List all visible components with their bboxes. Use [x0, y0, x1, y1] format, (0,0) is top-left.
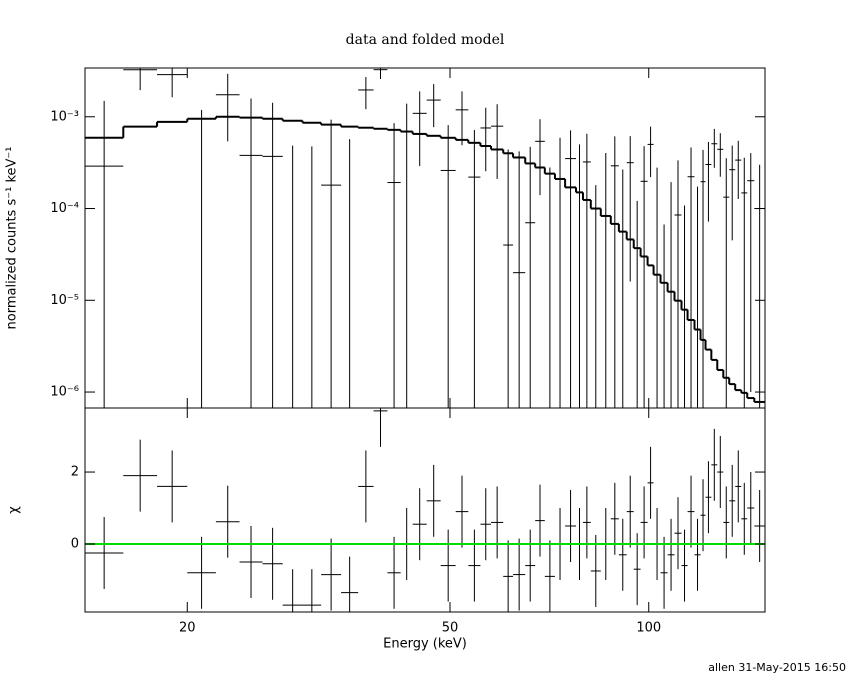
x-tick-label: 20 [179, 621, 196, 636]
plot-area [85, 68, 765, 408]
x-tick-label: 50 [442, 621, 459, 636]
x-tick-label: 100 [636, 621, 661, 636]
chart-title: data and folded model [346, 32, 505, 48]
y-tick-label: 10⁻⁵ [50, 293, 79, 308]
footer: allen 31-May-2015 16:50 [708, 661, 846, 674]
y-tick-label: 2 [71, 465, 79, 480]
y-tick-label: 10⁻⁴ [50, 201, 79, 216]
y-tick-label: 0 [71, 537, 79, 552]
plot-area [85, 408, 765, 612]
y-axis-label: χ [7, 506, 22, 514]
y-axis-label: normalized counts s⁻¹ keV⁻¹ [5, 147, 20, 330]
frame [84, 407, 766, 613]
x-axis-label: Energy (keV) [383, 637, 467, 652]
y-tick-label: 10⁻⁶ [50, 385, 79, 400]
y-tick-label: 10⁻³ [50, 109, 79, 124]
